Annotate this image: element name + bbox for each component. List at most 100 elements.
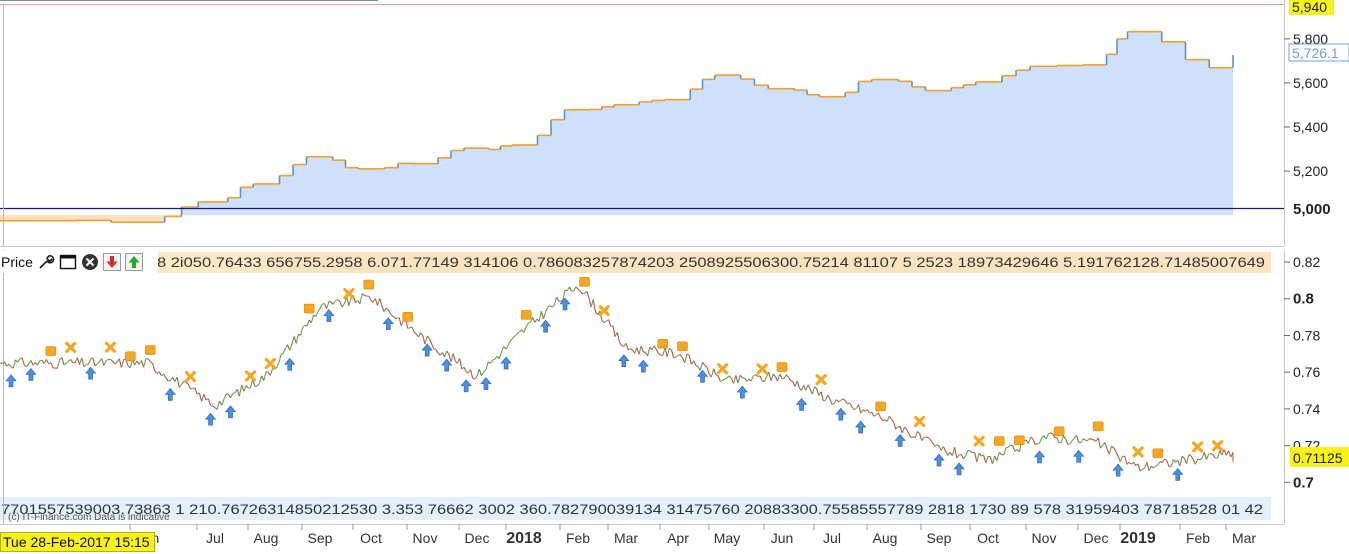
price-segment	[568, 286, 573, 292]
price-segment	[1217, 450, 1221, 458]
price-segment	[1190, 455, 1194, 460]
price-segment	[969, 450, 973, 454]
exit-marker	[125, 351, 136, 362]
price-segment	[1063, 435, 1067, 440]
exit-marker	[1053, 426, 1065, 437]
price-segment	[1069, 440, 1073, 445]
price-segment	[143, 358, 147, 368]
price-segment	[326, 301, 330, 309]
price-segment	[390, 313, 393, 317]
price-segment	[710, 368, 715, 378]
buy-arrow-marker	[1073, 449, 1085, 463]
price-y-tick-label: 0.82	[1293, 254, 1320, 270]
price-segment	[65, 360, 69, 364]
x-axis-label: Mar	[614, 530, 638, 546]
close-icon[interactable]	[81, 253, 99, 271]
price-segment	[293, 336, 297, 344]
price-segment	[762, 380, 765, 383]
price-current-label-box	[1290, 447, 1349, 467]
price-segment	[853, 407, 857, 411]
price-segment	[1201, 452, 1205, 459]
x-axis-label: Jul	[823, 530, 841, 546]
price-segment	[951, 447, 956, 456]
price-segment	[849, 403, 853, 407]
price-segment	[840, 398, 844, 401]
exit-marker	[144, 345, 156, 355]
price-segment	[346, 296, 350, 306]
sell-x-marker	[264, 357, 276, 370]
price-segment	[1037, 442, 1040, 445]
price-segment	[223, 393, 227, 400]
price-segment	[785, 374, 789, 378]
price-segment	[280, 352, 284, 355]
price-segment	[172, 377, 176, 382]
price-segment	[154, 370, 158, 374]
price-segment	[586, 291, 590, 298]
price-segment	[374, 298, 379, 306]
price-segment	[857, 404, 862, 414]
price-segment	[1115, 451, 1119, 457]
equity-y-tick-label: 5,400	[1293, 119, 1328, 135]
equity-y-tick-label: 5,200	[1293, 163, 1328, 179]
x-axis-label: 2018	[506, 530, 542, 547]
price-segment	[43, 359, 47, 364]
sell-x-marker	[1132, 446, 1144, 458]
price-segment	[194, 387, 198, 395]
price-segment	[528, 321, 531, 324]
price-segment	[811, 386, 816, 395]
price-segment	[805, 384, 809, 391]
price-segment	[1186, 454, 1190, 465]
buy-arrow-icon[interactable]	[124, 253, 143, 271]
price-segment	[627, 348, 631, 351]
price-segment	[1128, 461, 1132, 465]
price-segment	[945, 450, 949, 456]
price-segment	[92, 357, 96, 367]
sell-x-marker	[184, 370, 197, 383]
price-segment	[634, 347, 638, 354]
price-segment	[560, 299, 564, 302]
buy-arrow-marker	[441, 358, 453, 372]
price-segment	[873, 414, 877, 417]
price-segment	[713, 368, 717, 375]
price-segment	[1203, 452, 1208, 460]
x-axis-label: May	[714, 530, 740, 546]
price-segment	[1166, 460, 1170, 467]
price-segment	[862, 409, 866, 412]
price-segment	[441, 352, 445, 358]
price-segment	[936, 444, 940, 447]
price-segment	[827, 394, 831, 400]
x-axis-label: Jun	[771, 530, 794, 546]
x-axis-label: Nov	[1032, 530, 1057, 546]
price-segment	[300, 327, 304, 336]
price-segment	[151, 363, 156, 371]
price-segment	[779, 373, 783, 379]
equity-current-label-box	[1288, 43, 1349, 62]
price-segment	[317, 308, 321, 313]
price-segment	[564, 289, 568, 292]
exit-marker	[520, 310, 532, 320]
price-segment	[670, 349, 675, 359]
price-segment	[695, 364, 699, 368]
price-segment	[910, 436, 914, 439]
wrench-icon[interactable]	[37, 253, 55, 271]
window-icon[interactable]	[59, 253, 77, 271]
price-segment	[236, 389, 240, 397]
sell-x-marker	[815, 374, 827, 386]
price-segment	[735, 375, 739, 384]
exit-marker	[579, 277, 590, 287]
price-segment	[1199, 457, 1203, 461]
sell-arrow-icon[interactable]	[102, 253, 121, 271]
price-segment	[483, 369, 487, 373]
x-axis-label: Oct	[977, 530, 999, 546]
buy-arrow-marker	[835, 407, 847, 421]
price-segment	[282, 348, 286, 354]
price-segment	[838, 399, 842, 403]
price-segment	[1050, 432, 1053, 435]
price-segment	[666, 348, 670, 358]
price-top-strip	[155, 252, 273, 273]
price-segment	[238, 384, 243, 397]
sell-x-marker	[973, 435, 985, 447]
price-segment	[1106, 448, 1110, 455]
price-segment	[1039, 437, 1043, 444]
price-segment	[1108, 446, 1113, 455]
